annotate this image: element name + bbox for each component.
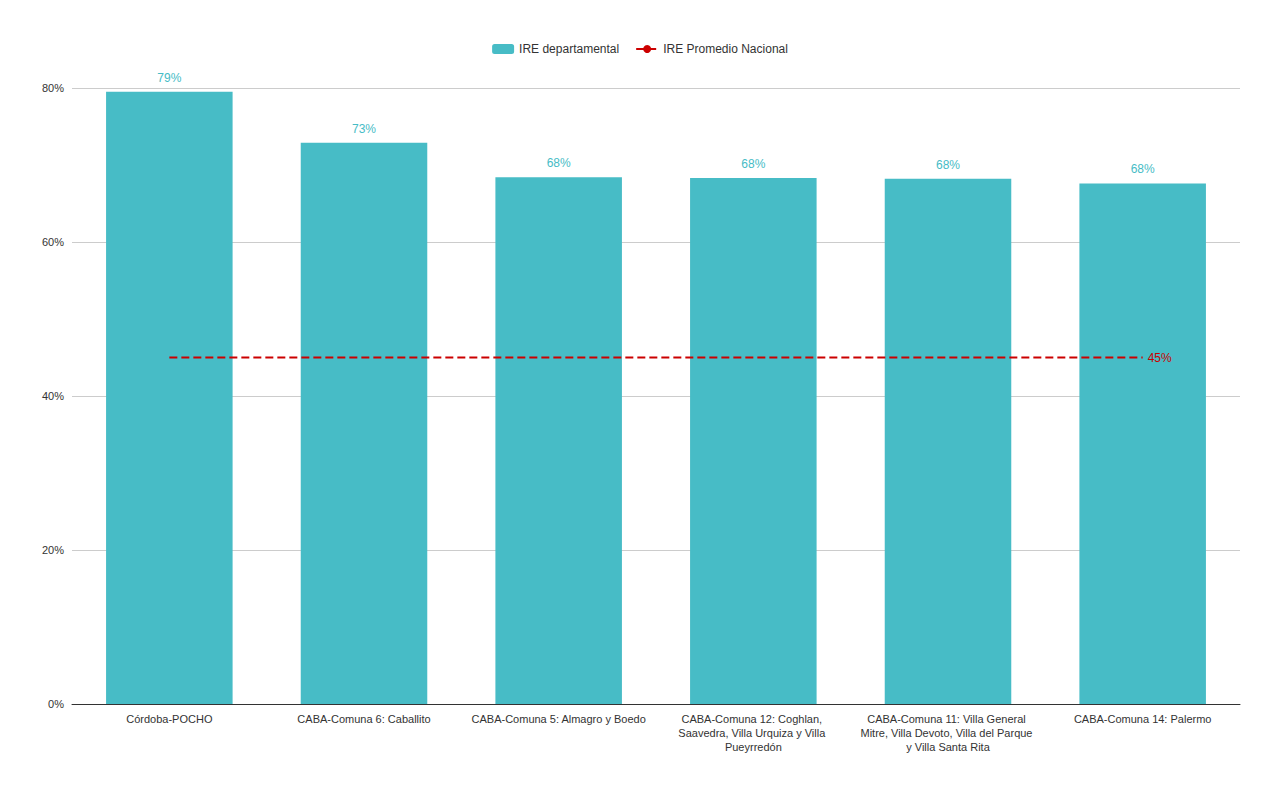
svg-text:IRE Promedio Nacional: IRE Promedio Nacional <box>663 42 788 56</box>
svg-text:0%: 0% <box>48 698 64 710</box>
svg-text:68%: 68% <box>741 157 765 171</box>
svg-text:y Villa Santa Rita: y Villa Santa Rita <box>906 741 990 753</box>
svg-text:CABA-Comuna 14: Palermo: CABA-Comuna 14: Palermo <box>1074 713 1212 725</box>
svg-text:Mitre, Villa Devoto, Villa del: Mitre, Villa Devoto, Villa del Parque <box>860 727 1035 739</box>
svg-text:CABA-Comuna 12: Coghlan,: CABA-Comuna 12: Coghlan, <box>681 713 825 725</box>
svg-text:IRE departamental: IRE departamental <box>519 42 619 56</box>
svg-text:Córdoba-POCHO: Córdoba-POCHO <box>126 713 213 725</box>
svg-text:73%: 73% <box>352 122 376 136</box>
svg-text:45%: 45% <box>1148 351 1172 365</box>
svg-text:60%: 60% <box>42 236 64 248</box>
svg-text:CABA-Comuna 6: Caballito: CABA-Comuna 6: Caballito <box>297 713 430 725</box>
svg-text:80%: 80% <box>42 82 64 94</box>
svg-text:Saavedra, Villa Urquiza y Vill: Saavedra, Villa Urquiza y Villa <box>678 727 828 739</box>
svg-text:68%: 68% <box>547 156 571 170</box>
svg-text:68%: 68% <box>1131 162 1155 176</box>
svg-text:Pueyrredón: Pueyrredón <box>725 741 782 753</box>
svg-text:20%: 20% <box>42 544 64 556</box>
svg-text:68%: 68% <box>936 158 960 172</box>
svg-text:CABA-Comuna 11: Villa General: CABA-Comuna 11: Villa General <box>867 713 1029 725</box>
svg-text:79%: 79% <box>157 71 181 85</box>
svg-text:40%: 40% <box>42 390 64 402</box>
svg-text:CABA-Comuna 5: Almagro y Boedo: CABA-Comuna 5: Almagro y Boedo <box>472 713 646 725</box>
